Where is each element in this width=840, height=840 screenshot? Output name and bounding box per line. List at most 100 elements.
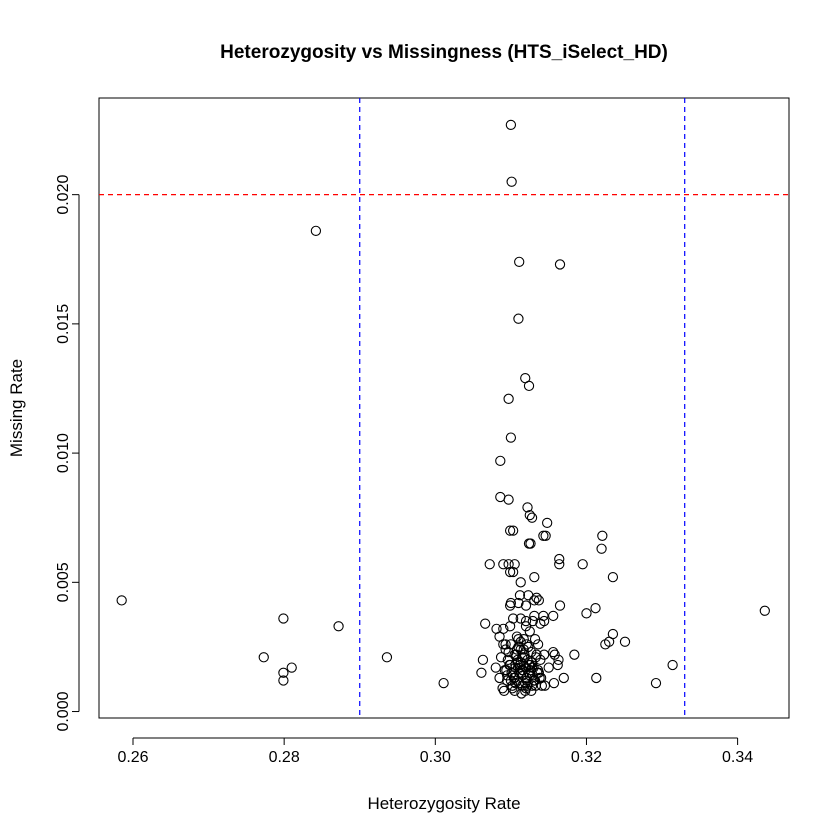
data-point (522, 680, 533, 691)
data-point (520, 662, 532, 673)
data-point (533, 595, 544, 606)
data-point (501, 675, 513, 686)
data-point (504, 621, 516, 632)
data-point (507, 683, 518, 694)
y-axis-label: Missing Rate (7, 359, 26, 457)
data-point (520, 685, 531, 697)
data-point (509, 559, 520, 570)
data-point (514, 590, 526, 601)
data-point (515, 577, 526, 588)
data-point (502, 654, 514, 666)
data-point (554, 259, 566, 270)
data-point (286, 662, 297, 673)
data-point (515, 613, 526, 624)
y-tick-label: 0.010 (55, 433, 72, 473)
y-tick-label: 0.020 (55, 175, 72, 215)
x-tick-label: 0.30 (420, 749, 451, 766)
data-point (508, 670, 519, 681)
data-point (490, 662, 501, 673)
data-point (513, 634, 524, 645)
data-point (526, 680, 538, 691)
data-point (310, 225, 322, 236)
data-point (513, 641, 524, 653)
x-tick-label: 0.32 (571, 749, 602, 766)
data-point (650, 677, 662, 689)
data-point (554, 600, 566, 611)
data-point (543, 662, 554, 673)
data-point (526, 685, 537, 697)
data-point (497, 683, 508, 694)
data-point (438, 677, 449, 689)
data-point (548, 677, 560, 689)
data-point (524, 626, 535, 637)
data-point (529, 610, 540, 622)
y-tick-label: 0.005 (55, 562, 72, 602)
data-point (523, 380, 535, 392)
data-point (500, 644, 511, 655)
data-point (518, 634, 529, 645)
data-point (591, 672, 602, 684)
data-point (558, 672, 569, 684)
x-tick-label: 0.28 (269, 749, 300, 766)
data-point (514, 256, 525, 268)
data-point (477, 654, 489, 666)
data-point (529, 571, 540, 583)
data-point (596, 543, 607, 554)
data-point (476, 667, 487, 678)
data-point (515, 644, 526, 655)
data-point (503, 494, 514, 505)
data-point (536, 680, 548, 691)
data-point (532, 639, 544, 650)
data-point (535, 618, 546, 629)
data-point (278, 667, 289, 678)
data-point (667, 659, 678, 671)
plot-frame (98, 97, 790, 719)
data-point (506, 176, 517, 187)
data-point (503, 393, 514, 404)
data-point (507, 680, 518, 691)
data-point (504, 566, 516, 578)
data-point (554, 559, 565, 570)
data-point (542, 517, 553, 529)
data-point (533, 667, 544, 678)
data-point (590, 603, 601, 614)
data-point (531, 649, 542, 660)
data-point (278, 675, 289, 686)
data-point (504, 600, 516, 611)
data-point (333, 621, 344, 632)
data-point (759, 605, 770, 616)
data-point (524, 509, 535, 521)
data-point (512, 654, 523, 666)
data-point (510, 662, 521, 673)
y-axis: 0.000 0.005 0.010 0.015 0.020 (55, 175, 80, 732)
data-point (548, 646, 559, 658)
data-point (278, 613, 289, 624)
data-point (522, 502, 533, 513)
data-point (505, 432, 517, 443)
data-point (505, 119, 517, 131)
data-point (535, 672, 547, 684)
data-point (495, 652, 507, 663)
data-point (540, 530, 551, 541)
data-point (553, 654, 564, 666)
data-point (552, 659, 563, 671)
y-tick-label: 0.015 (55, 304, 72, 344)
data-point (520, 621, 532, 632)
data-point (528, 675, 539, 686)
data-point (505, 639, 517, 650)
data-point (504, 659, 516, 671)
data-point (600, 639, 611, 650)
data-point (519, 649, 530, 660)
data-point (548, 610, 559, 622)
x-axis: 0.26 0.28 0.30 0.32 0.34 (117, 737, 753, 766)
data-point (116, 595, 127, 606)
x-tick-label: 0.26 (117, 749, 148, 766)
chart-title: Heterozygosity vs Missingness (HTS_iSele… (220, 42, 668, 63)
data-point (522, 654, 533, 666)
data-point (511, 644, 523, 655)
data-point (509, 685, 520, 697)
x-axis-label: Heterozygosity Rate (367, 794, 520, 813)
data-point (577, 559, 588, 570)
data-point (508, 566, 519, 578)
